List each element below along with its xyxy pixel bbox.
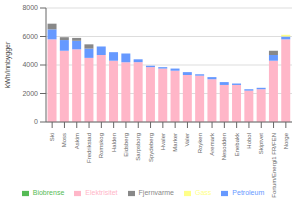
html-text:Gass: Gass: [195, 189, 212, 196]
svg-text:Norge: Norge: [283, 132, 289, 149]
html-text:Elektrisitet: Elektrisitet: [85, 189, 118, 196]
svg-text:Eidsberg: Eidsberg: [123, 133, 129, 157]
svg-text:Moss: Moss: [61, 133, 67, 147]
svg-text:Ski: Ski: [49, 133, 55, 141]
svg-text:Fredrikstad: Fredrikstad: [86, 133, 92, 163]
svg-text:kWh/innbygger: kWh/innbygger: [8, 41, 12, 88]
svg-text:Fortum/Energi1 FR/FEN: Fortum/Energi1 FR/FEN: [271, 133, 277, 198]
svg-text:6000: 6000: [22, 33, 38, 40]
svg-text:Aremark: Aremark: [209, 132, 215, 156]
svg-text:Royken: Royken: [197, 133, 203, 153]
html-text:Fjernvarme: Fjernvarme: [138, 189, 174, 196]
svg-text:Spydeberg: Spydeberg: [148, 133, 154, 162]
svg-text:Hvaler: Hvaler: [160, 133, 166, 150]
svg-text:Valer: Valer: [184, 133, 190, 147]
svg-text:2000: 2000: [22, 90, 38, 97]
svg-text:0: 0: [34, 118, 38, 125]
svg-text:Nesodden: Nesodden: [221, 133, 227, 160]
svg-text:4000: 4000: [22, 61, 38, 68]
svg-text:Askim: Askim: [74, 133, 80, 149]
svg-text:Romskog: Romskog: [98, 133, 104, 158]
html-text:Petroleum: Petroleum: [232, 189, 265, 196]
svg-text:8000: 8000: [22, 4, 38, 11]
html-text:Biobrense: Biobrense: [32, 189, 65, 196]
svg-text:Hobol: Hobol: [246, 133, 252, 149]
svg-text:Sarpsborg: Sarpsborg: [135, 133, 141, 161]
svg-text:Enebakk: Enebakk: [234, 132, 240, 156]
svg-text:Skiptvet: Skiptvet: [258, 133, 264, 155]
svg-text:Halden: Halden: [111, 133, 117, 152]
svg-text:Marker: Marker: [172, 133, 178, 152]
